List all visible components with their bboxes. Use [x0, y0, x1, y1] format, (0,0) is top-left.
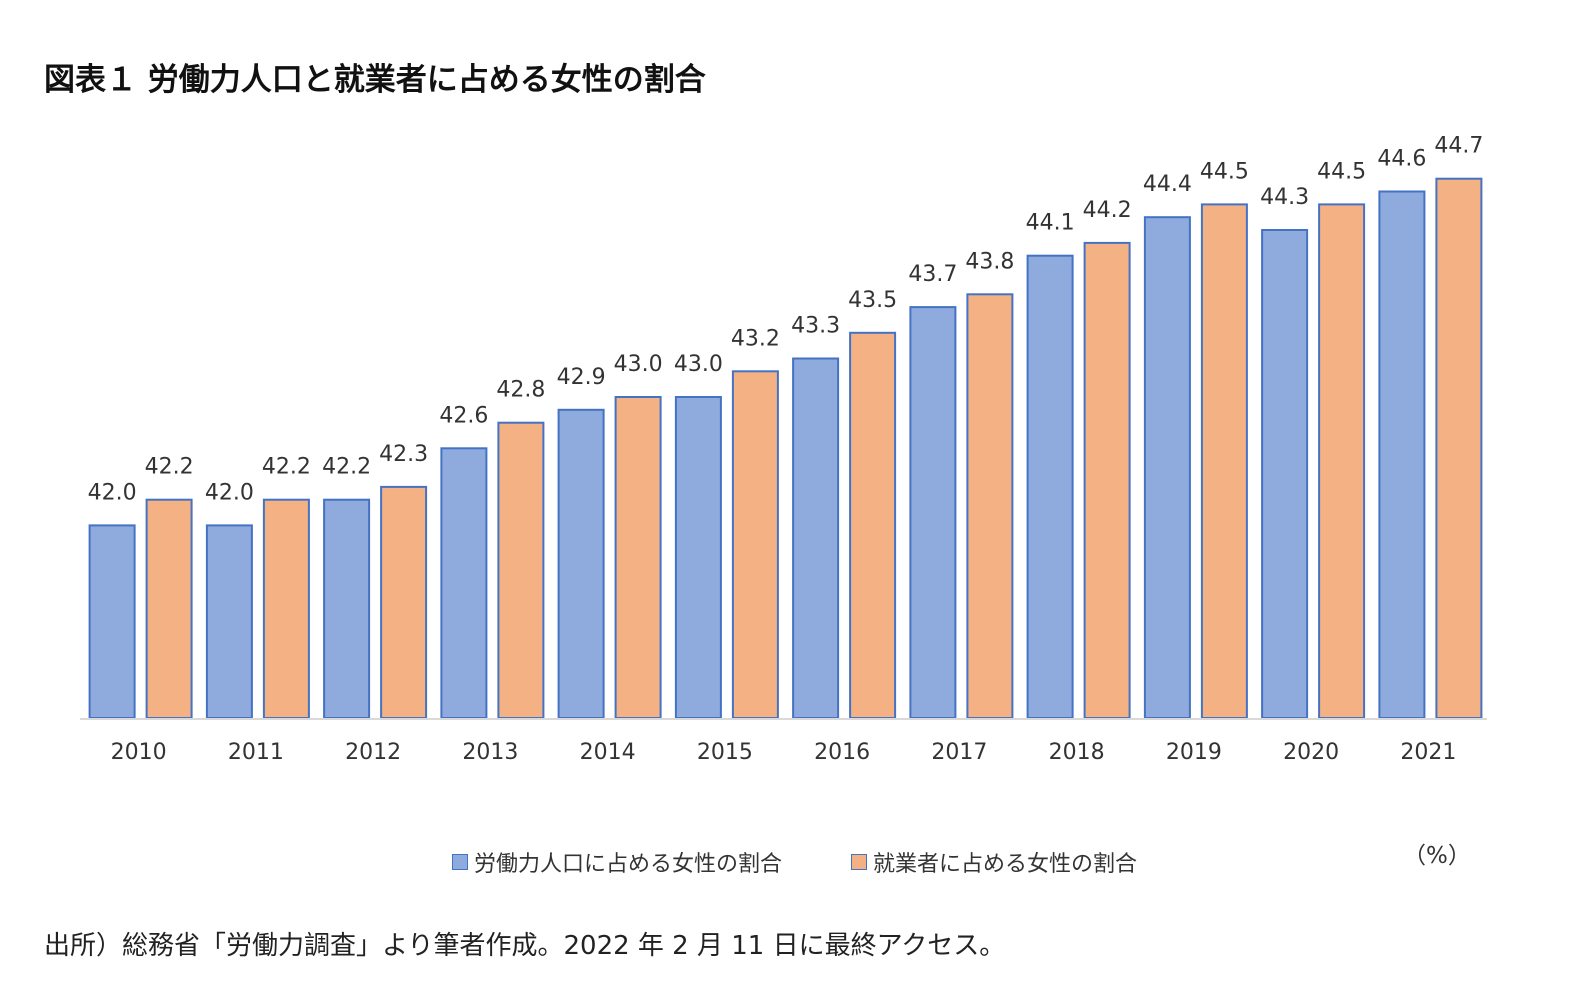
bar-labor-force-2016	[792, 357, 840, 719]
bar-employed-2012	[380, 485, 428, 719]
bar-employed-2016	[849, 331, 897, 719]
data-label-employed-2016: 43.5	[848, 288, 897, 313]
legend-item-employed: 就業者に占める女性の割合	[851, 846, 1137, 878]
bar-labor-force-2015	[674, 396, 722, 719]
legend-swatch-orange	[851, 854, 867, 870]
bar-labor-force-2013	[440, 447, 488, 719]
data-label-employed-2011: 42.2	[262, 455, 311, 480]
data-label-labor-force-2011: 42.0	[205, 480, 254, 505]
x-tick-label-2018: 2018	[1049, 740, 1105, 765]
x-tick-label-2016: 2016	[814, 740, 870, 765]
data-label-labor-force-2018: 44.1	[1026, 211, 1075, 236]
bar-employed-2018	[1083, 241, 1131, 719]
data-label-employed-2018: 44.2	[1083, 198, 1132, 223]
bar-labor-force-2021	[1378, 190, 1426, 719]
bar-labor-force-2012	[323, 498, 371, 720]
data-label-employed-2014: 43.0	[614, 352, 663, 377]
data-label-labor-force-2020: 44.3	[1260, 185, 1309, 210]
bar-employed-2020	[1318, 203, 1366, 719]
data-label-employed-2010: 42.2	[145, 455, 194, 480]
data-label-labor-force-2012: 42.2	[322, 455, 371, 480]
data-label-labor-force-2014: 42.9	[557, 365, 606, 390]
data-label-employed-2013: 42.8	[496, 378, 545, 403]
data-label-labor-force-2016: 43.3	[791, 314, 840, 339]
data-label-employed-2015: 43.2	[731, 326, 780, 351]
data-label-employed-2012: 42.3	[379, 442, 428, 467]
data-label-labor-force-2015: 43.0	[674, 352, 723, 377]
data-label-labor-force-2013: 42.6	[439, 403, 488, 428]
legend-label-labor-force: 労働力人口に占める女性の割合	[474, 852, 783, 877]
bar-labor-force-2010	[88, 524, 136, 720]
x-tick-label-2014: 2014	[580, 740, 636, 765]
bar-employed-2014	[614, 396, 662, 719]
x-tick-label-2015: 2015	[697, 740, 753, 765]
bar-employed-2015	[731, 370, 779, 719]
bar-labor-force-2014	[557, 408, 605, 719]
legend-item-labor-force: 労働力人口に占める女性の割合	[452, 846, 782, 878]
data-label-employed-2020: 44.5	[1317, 159, 1366, 184]
x-tick-label-2011: 2011	[228, 740, 284, 765]
bar-labor-force-2017	[909, 306, 957, 719]
bar-employed-2011	[262, 498, 310, 720]
x-tick-label-2010: 2010	[111, 740, 167, 765]
bar-chart: 42.0 42.2 2010 42.0 42.2 2011 42.2 42.3 2012 42.6…	[80, 134, 1487, 765]
chart-title: 図表１ 労働力人口と就業者に占める女性の割合	[44, 62, 706, 98]
bar-employed-2019	[1200, 203, 1248, 719]
data-label-employed-2017: 43.8	[965, 249, 1014, 274]
x-tick-label-2020: 2020	[1283, 740, 1339, 765]
bar-labor-force-2018	[1026, 254, 1074, 719]
bar-employed-2017	[966, 293, 1014, 719]
data-label-labor-force-2010: 42.0	[88, 480, 137, 505]
bar-employed-2010	[145, 498, 193, 720]
bar-labor-force-2011	[205, 524, 253, 720]
source-note: 出所）総務省「労働力調査」より筆者作成。2022 年 2 月 11 日に最終アク…	[44, 931, 1006, 961]
x-tick-label-2021: 2021	[1400, 740, 1456, 765]
data-label-labor-force-2021: 44.6	[1377, 147, 1426, 172]
x-tick-label-2019: 2019	[1166, 740, 1222, 765]
legend-swatch-blue	[452, 854, 468, 870]
legend-label-employed: 就業者に占める女性の割合	[873, 852, 1138, 877]
data-label-employed-2021: 44.7	[1434, 134, 1483, 159]
x-tick-label-2012: 2012	[345, 740, 401, 765]
unit-label: （%）	[1403, 843, 1471, 869]
data-label-labor-force-2019: 44.4	[1143, 172, 1192, 197]
data-label-employed-2019: 44.5	[1200, 159, 1249, 184]
bar-employed-2013	[497, 421, 545, 719]
x-tick-label-2013: 2013	[462, 740, 518, 765]
bar-labor-force-2019	[1143, 216, 1191, 719]
bar-labor-force-2020	[1261, 229, 1309, 719]
data-label-labor-force-2017: 43.7	[908, 262, 957, 287]
bar-employed-2021	[1435, 177, 1483, 719]
x-tick-label-2017: 2017	[931, 740, 987, 765]
